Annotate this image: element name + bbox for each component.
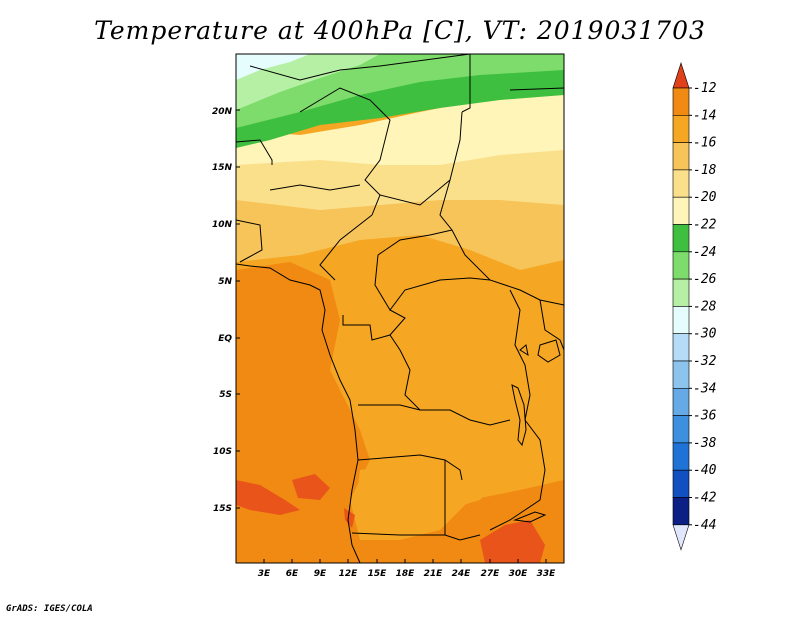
lat-label: 15S	[213, 504, 232, 514]
colorbar-swatch	[672, 196, 690, 225]
lakes	[511, 339, 561, 523]
colorbar-swatch	[672, 333, 690, 362]
colorbar-swatch	[672, 224, 690, 253]
field-band-22	[236, 92, 564, 165]
lat-ticks	[236, 109, 240, 509]
lon-ticks	[263, 559, 547, 563]
colorbar-label: -16	[693, 136, 717, 151]
colorbar-swatch	[672, 497, 690, 526]
colorbar-label: -34	[693, 381, 716, 396]
field-band-12-coast	[344, 508, 355, 528]
lon-label: 15E	[368, 569, 388, 579]
colorbar-label: -42	[693, 491, 717, 506]
colorbar-bottom-arrow	[672, 524, 690, 551]
field-band-12-mid	[292, 474, 330, 500]
colorbar-swatch	[672, 387, 690, 416]
lon-label: 3E	[258, 569, 271, 579]
colorbar-label: -38	[693, 436, 717, 451]
colorbar-label: -18	[693, 163, 717, 178]
field-band-24	[236, 56, 564, 148]
colorbar-label: -32	[693, 354, 717, 369]
colorbar-label: -22	[693, 218, 717, 233]
colorbar-swatch	[672, 415, 690, 444]
colorbar-top-arrow	[672, 62, 690, 89]
lon-label: 30E	[509, 569, 529, 579]
lat-label: 20N	[212, 107, 233, 117]
country-borders	[236, 54, 564, 563]
lat-label: 15N	[212, 163, 233, 173]
lon-label: 9E	[314, 569, 327, 579]
colorbar-swatch	[672, 169, 690, 198]
colorbar-label: -12	[693, 81, 717, 96]
colorbar-label: -14	[693, 108, 716, 123]
lon-label: 12E	[339, 569, 359, 579]
colorbar-label: -30	[693, 327, 717, 342]
lon-label: 21E	[424, 569, 444, 579]
colorbar-label: -20	[693, 190, 717, 205]
field-band-12-west	[236, 480, 300, 515]
lon-label: 18E	[396, 569, 416, 579]
colorbar-swatch	[672, 115, 690, 143]
lon-label: 6E	[286, 569, 299, 579]
colorbar-swatch	[672, 360, 690, 389]
colorbar-label: -24	[693, 245, 716, 260]
colorbar-label: -28	[693, 299, 717, 314]
colorbar-swatch	[672, 469, 690, 498]
grads-credit: GrADS: IGES/COLA	[6, 604, 93, 614]
map-frame	[235, 53, 565, 564]
lat-label: EQ	[218, 334, 232, 344]
field-band-30	[236, 54, 310, 80]
colorbar-swatch	[672, 306, 690, 334]
colorbar-swatch	[672, 87, 690, 116]
colorbar-label: -44	[693, 518, 716, 533]
field-band-16-patch	[355, 460, 500, 525]
chart-title: Temperature at 400hPa [C], VT: 201903170…	[94, 16, 706, 45]
lon-label: 24E	[452, 569, 472, 579]
colorbar: -12 -14 -16 -18 -20 -22 -24 -26 -28 -30 -32 -34 -36 -…	[672, 62, 717, 551]
field-band-16-central	[410, 285, 540, 410]
colorbar-label: -36	[693, 409, 717, 424]
colorbar-swatch	[672, 251, 690, 280]
temperature-field	[236, 54, 564, 563]
lon-label: 27E	[481, 569, 501, 579]
lat-label: 5S	[219, 390, 232, 400]
lat-label: 10N	[212, 220, 233, 230]
colorbar-swatch	[672, 142, 690, 171]
colorbar-label: -40	[693, 463, 717, 478]
lat-axis: 20N 15N 10N 5N EQ 5S 10S 15S	[212, 107, 233, 514]
lat-label: 5N	[218, 277, 232, 287]
lon-label: 33E	[537, 569, 557, 579]
field-band-12-south	[480, 520, 545, 563]
lon-axis: 3E 6E 9E 12E 15E 18E 21E 24E 27E 30E 33E	[258, 569, 556, 579]
colorbar-swatch	[672, 442, 690, 471]
colorbar-swatch	[672, 278, 690, 307]
colorbar-label: -26	[693, 272, 717, 287]
field-band-28	[236, 54, 380, 110]
lat-label: 10S	[213, 447, 232, 457]
